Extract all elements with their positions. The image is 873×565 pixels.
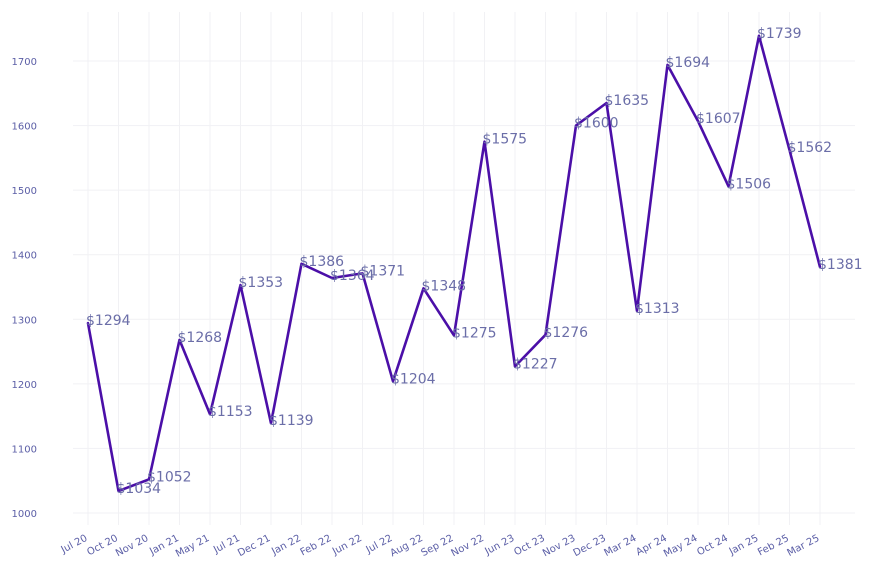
data-label: $1268 bbox=[178, 330, 223, 346]
x-tick-label: Jan 22 bbox=[269, 533, 303, 558]
x-tick-label: May 24 bbox=[662, 533, 699, 560]
x-tick-label: Dec 23 bbox=[572, 533, 608, 559]
x-tick-label: Oct 24 bbox=[695, 533, 729, 558]
y-tick-label: 1400 bbox=[12, 251, 37, 262]
data-label: $1364 bbox=[330, 268, 375, 284]
data-label: $1153 bbox=[208, 404, 253, 420]
series-line bbox=[86, 34, 822, 493]
x-tick-label: Jan 25 bbox=[727, 533, 761, 558]
x-tick-label: Aug 22 bbox=[388, 533, 424, 559]
data-label: $1562 bbox=[788, 140, 833, 156]
x-tick-label: Jul 20 bbox=[59, 533, 90, 556]
y-tick-label: 1100 bbox=[12, 444, 37, 455]
data-label: $1052 bbox=[147, 469, 192, 485]
data-label: $1034 bbox=[117, 481, 162, 497]
data-label: $1694 bbox=[666, 55, 711, 71]
data-label: $1227 bbox=[513, 356, 558, 372]
data-label: $1575 bbox=[483, 132, 528, 148]
y-tick-label: 1200 bbox=[12, 380, 37, 391]
x-tick-label: Oct 23 bbox=[512, 533, 546, 558]
data-label: $1381 bbox=[818, 257, 863, 273]
data-label: $1276 bbox=[544, 325, 589, 341]
x-tick-label: Nov 22 bbox=[449, 533, 485, 559]
x-tick-label: Mar 25 bbox=[786, 533, 822, 559]
y-tick-label: 1700 bbox=[12, 57, 37, 68]
data-label: $1294 bbox=[86, 313, 131, 329]
data-label: $1739 bbox=[757, 26, 802, 42]
grid bbox=[73, 12, 855, 525]
data-label: $1348 bbox=[422, 278, 467, 294]
x-tick-label: Sep 22 bbox=[420, 533, 456, 559]
x-tick-label: Oct 20 bbox=[85, 533, 119, 558]
y-axis: 1000 1100 1200 1300 1400 1500 1600 1700 bbox=[12, 57, 37, 520]
x-tick-label: Jun 23 bbox=[483, 533, 517, 558]
x-tick-label: Nov 23 bbox=[541, 533, 577, 559]
y-tick-label: 1600 bbox=[12, 122, 37, 133]
data-label: $1371 bbox=[361, 263, 406, 279]
x-tick-label: Feb 22 bbox=[299, 533, 334, 558]
x-tick-label: May 21 bbox=[174, 533, 211, 560]
x-tick-label: Feb 25 bbox=[756, 533, 791, 558]
data-label: $1204 bbox=[391, 371, 436, 387]
y-tick-label: 1000 bbox=[12, 509, 37, 520]
series bbox=[86, 34, 822, 493]
x-tick-label: Dec 21 bbox=[236, 533, 272, 559]
data-label: $1635 bbox=[605, 93, 650, 109]
data-label: $1275 bbox=[452, 325, 497, 341]
data-label: $1600 bbox=[574, 116, 619, 132]
data-label: $1139 bbox=[269, 413, 314, 429]
x-tick-label: Jun 22 bbox=[330, 533, 364, 558]
data-label: $1353 bbox=[239, 275, 284, 291]
y-tick-label: 1300 bbox=[12, 315, 37, 326]
data-labels: $1294 $1034$1052 $1268 $1153 $1353 $1139 $1386… bbox=[86, 26, 863, 497]
x-tick-label: Nov 20 bbox=[114, 533, 150, 559]
x-tick-label: Mar 24 bbox=[603, 533, 639, 559]
data-label: $1607 bbox=[696, 111, 741, 127]
data-label: $1313 bbox=[635, 301, 680, 317]
y-tick-label: 1500 bbox=[12, 186, 37, 197]
data-label: $1386 bbox=[300, 254, 345, 270]
data-label: $1506 bbox=[727, 176, 772, 192]
